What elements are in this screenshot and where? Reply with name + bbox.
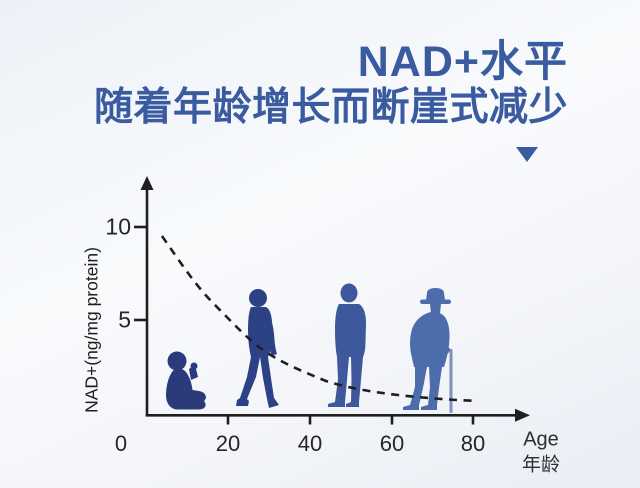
title-line2: 随着年龄增长而断崖式减少 <box>93 86 568 130</box>
young-adult-silhouette <box>236 289 279 408</box>
nad-decline-curve <box>160 235 479 403</box>
down-triangle-icon <box>516 147 538 162</box>
x-tick-label-40: 40 <box>297 431 323 456</box>
hat-brim-icon <box>420 299 451 304</box>
baby-silhouette <box>166 351 206 410</box>
x-tick-label-80: 80 <box>460 431 486 456</box>
axes <box>134 176 530 425</box>
x-axis-title-en: Age <box>523 428 559 451</box>
x-axis-title-zh: 年龄 <box>521 454 561 476</box>
x-tick-label-20: 20 <box>215 431 241 456</box>
x-axis-arrow-icon <box>515 408 530 422</box>
cane-icon <box>449 349 453 413</box>
y-axis-title: NAD+(ng/mg protein) <box>81 247 102 413</box>
x-tick-label-60: 60 <box>379 431 405 456</box>
x-tick-label-0: 0 <box>114 431 128 456</box>
hat-icon <box>426 288 445 300</box>
middle-aged-silhouette <box>328 283 366 407</box>
title-block: NAD+水平 随着年龄增长而断崖式减少 <box>93 38 568 131</box>
title-line1: NAD+水平 <box>357 38 568 86</box>
y-tick-label-5: 5 <box>118 306 131 333</box>
y-tick-label-10: 10 <box>105 213 131 240</box>
y-axis-arrow-icon <box>140 176 154 190</box>
elderly-silhouette <box>403 288 453 413</box>
